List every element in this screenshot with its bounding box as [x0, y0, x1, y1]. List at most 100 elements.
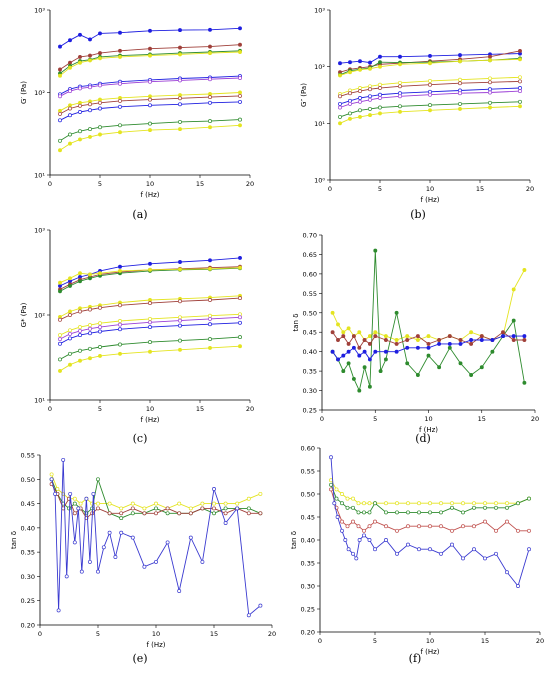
series-line-c-2 [59, 267, 241, 292]
data-point-b-6-0 [338, 101, 342, 106]
data-point-e-0-22 [258, 491, 263, 496]
data-point-a-10-4 [98, 132, 102, 137]
data-point-b-0-4 [378, 54, 382, 59]
data-point-f-3-2 [335, 515, 340, 519]
data-point-b-6-4 [378, 92, 382, 97]
y-tick-label-a-0: 10¹ [34, 172, 45, 180]
data-point-a-1-6 [148, 46, 152, 51]
y-tick-label-e-4: 0.40 [21, 524, 35, 532]
data-point-e-1-18 [212, 511, 216, 516]
data-point-d-2-14 [437, 338, 442, 342]
y-tick-label-f-6: 0.50 [301, 491, 315, 499]
y-tick-label-c-0: 10¹ [34, 397, 45, 405]
data-point-f-2-11 [406, 524, 410, 529]
data-point-f-3-7 [354, 556, 359, 561]
data-point-a-3-3 [88, 58, 92, 63]
series-line-c-9 [59, 336, 241, 360]
series-line-b-9 [339, 105, 521, 124]
x-axis-label-f: f (Hz) [420, 648, 439, 656]
data-point-f-0-15 [450, 501, 454, 506]
series-d-0 [330, 268, 527, 342]
data-point-f-0-9 [384, 501, 388, 506]
series-line-b-1 [339, 50, 521, 73]
data-point-a-0-4 [98, 31, 102, 36]
data-point-d-3-18 [479, 338, 484, 342]
data-point-c-8-6 [148, 325, 152, 330]
data-point-d-1-15 [437, 365, 442, 370]
data-point-f-2-9 [384, 524, 388, 529]
data-point-b-7-9 [518, 89, 522, 94]
data-point-d-1-10 [383, 357, 388, 362]
data-point-c-10-8 [208, 345, 212, 350]
data-point-c-8-8 [208, 322, 212, 327]
data-point-f-2-3 [345, 524, 350, 529]
data-point-a-0-8 [208, 27, 212, 32]
data-point-f-1-10 [395, 510, 399, 515]
data-point-d-0-1 [336, 322, 340, 327]
data-point-e-3-3 [61, 457, 66, 462]
data-point-e-2-4 [72, 511, 77, 516]
series-line-a-1 [59, 44, 241, 70]
data-point-f-2-19 [494, 528, 498, 533]
series-line-c-8 [59, 322, 241, 345]
x-tick-label-a-0: 0 [48, 180, 52, 188]
data-point-d-1-2 [341, 369, 346, 374]
data-point-a-7-9 [238, 93, 242, 98]
data-point-d-3-11 [405, 345, 410, 350]
data-point-d-3-5 [357, 353, 362, 358]
data-point-e-2-13 [154, 511, 158, 516]
data-point-f-0-19 [494, 501, 498, 506]
data-point-f-3-5 [346, 547, 351, 552]
data-point-d-1-12 [405, 361, 410, 366]
axes-f [319, 448, 540, 633]
data-point-d-3-20 [501, 334, 505, 339]
panel-label-a: (a) [132, 208, 147, 221]
data-point-f-2-18 [483, 519, 487, 524]
data-point-a-3-5 [118, 54, 122, 59]
data-point-c-10-3 [88, 356, 92, 361]
data-point-e-3-18 [142, 564, 147, 569]
data-point-c-7-8 [208, 316, 212, 321]
series-line-b-4 [339, 76, 521, 95]
data-point-d-2-16 [458, 338, 463, 342]
data-point-d-0-7 [367, 334, 372, 339]
data-point-a-3-9 [238, 50, 242, 54]
y-tick-label-e-3: 0.35 [21, 549, 35, 557]
data-point-d-0-2 [341, 330, 346, 335]
data-point-b-7-3 [368, 97, 372, 102]
data-point-e-0-0 [49, 472, 54, 477]
data-point-b-0-2 [358, 59, 362, 64]
y-tick-label-f-3: 0.35 [301, 560, 315, 568]
data-point-c-7-7 [178, 318, 182, 323]
data-point-b-3-6 [428, 61, 432, 66]
x-tick-label-e-2: 10 [152, 630, 160, 638]
x-tick-label-a-4: 20 [246, 180, 254, 188]
data-point-d-3-7 [367, 357, 372, 362]
data-point-d-2-2 [341, 334, 346, 339]
data-point-c-5-5 [118, 303, 122, 308]
data-point-c-0-8 [208, 258, 212, 263]
data-point-b-7-5 [398, 94, 402, 99]
data-point-d-3-19 [490, 338, 495, 342]
data-point-f-0-13 [428, 501, 432, 506]
data-point-f-3-21 [483, 556, 487, 561]
data-point-a-6-4 [98, 97, 102, 102]
data-point-f-1-18 [483, 505, 487, 510]
data-point-c-4-2 [78, 306, 82, 311]
data-point-a-7-3 [88, 102, 92, 107]
data-point-a-10-2 [78, 137, 82, 142]
data-point-a-9-0 [58, 138, 62, 143]
data-point-f-2-13 [428, 524, 432, 529]
data-point-a-5-2 [78, 86, 82, 91]
x-tick-label-d-4: 20 [531, 415, 539, 423]
data-point-d-1-19 [479, 365, 484, 370]
data-point-c-9-7 [178, 338, 182, 343]
data-point-b-3-0 [338, 73, 342, 78]
data-point-c-7-5 [118, 322, 122, 327]
data-point-c-7-2 [78, 328, 82, 333]
data-point-a-6-0 [58, 108, 62, 113]
data-point-e-3-27 [246, 613, 251, 618]
series-a-4 [58, 74, 242, 97]
data-point-a-9-8 [208, 119, 212, 124]
data-point-b-7-4 [378, 96, 382, 100]
